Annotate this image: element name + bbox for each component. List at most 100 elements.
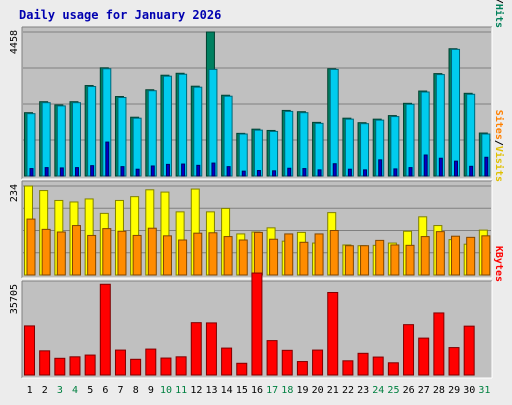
bar-files-day-11 <box>178 73 188 177</box>
bar-kbytes-day-27 <box>418 337 430 376</box>
bar-files-day-14 <box>223 95 233 177</box>
panel-top: 4458 Pages/Files/Hits <box>9 0 505 180</box>
bar-files-day-25 <box>390 116 400 177</box>
x-tick-label-9: 9 <box>148 385 154 396</box>
bar-files-day-21 <box>329 68 339 177</box>
x-tick-label-21: 21 <box>327 385 339 396</box>
bar-pages-day-17 <box>272 170 277 177</box>
bar-pages-day-29 <box>454 160 459 177</box>
x-tick-label-15: 15 <box>236 385 248 396</box>
bar-kbytes-day-17 <box>266 340 278 376</box>
bar-pages-day-25 <box>393 168 398 177</box>
legend-entry: Sites <box>493 110 505 140</box>
bar-sites-day-6 <box>102 228 112 276</box>
bar-pages-day-16 <box>256 170 261 177</box>
chart-title: Daily usage for January 2026 <box>19 8 221 22</box>
bar-kbytes-day-6 <box>99 283 111 376</box>
bar-kbytes-day-8 <box>130 358 142 376</box>
bar-sites-day-30 <box>466 236 476 276</box>
bar-kbytes-day-2 <box>39 350 51 376</box>
x-tick-label-2: 2 <box>42 385 48 396</box>
x-tick-label-31: 31 <box>478 385 490 396</box>
bar-pages-day-28 <box>438 157 443 177</box>
bar-files-day-10 <box>162 75 172 177</box>
bar-pages-day-6 <box>105 141 110 177</box>
x-tick-label-1: 1 <box>27 385 33 396</box>
legend-entry: Visits <box>493 146 505 182</box>
bar-kbytes-day-12 <box>190 322 202 376</box>
bar-kbytes-day-25 <box>387 362 399 376</box>
panel-bot-legend: KBytes <box>493 246 504 282</box>
bar-sites-day-3 <box>56 231 66 276</box>
bar-kbytes-day-30 <box>463 325 475 376</box>
bar-pages-day-18 <box>287 167 292 177</box>
bar-pages-day-8 <box>135 168 140 177</box>
bar-pages-day-23 <box>363 169 368 177</box>
bar-kbytes-day-24 <box>372 356 384 376</box>
bar-pages-day-10 <box>165 163 170 177</box>
bar-pages-day-3 <box>59 167 64 177</box>
bar-kbytes-day-5 <box>84 354 96 376</box>
bar-files-day-15 <box>238 133 248 177</box>
legend-entry: / <box>493 0 504 4</box>
bar-pages-day-30 <box>469 165 474 177</box>
bar-sites-day-10 <box>162 235 172 276</box>
bar-sites-day-5 <box>87 234 97 276</box>
bar-pages-day-15 <box>241 170 246 177</box>
bar-pages-day-21 <box>332 163 337 177</box>
bar-pages-day-9 <box>150 165 155 177</box>
series-kbytes <box>24 272 475 376</box>
bar-kbytes-day-26 <box>403 324 415 376</box>
bar-files-day-13 <box>208 68 218 177</box>
bar-files-day-9 <box>147 90 157 177</box>
bar-kbytes-day-11 <box>175 356 187 376</box>
bar-files-day-22 <box>344 118 354 177</box>
bar-sites-day-2 <box>41 228 51 276</box>
bar-pages-day-1 <box>29 168 34 177</box>
bar-sites-day-27 <box>420 236 430 276</box>
bar-kbytes-day-19 <box>296 361 308 376</box>
bar-kbytes-day-7 <box>114 349 126 376</box>
x-tick-label-12: 12 <box>190 385 202 396</box>
panel-mid-ymax-label: 234 <box>9 184 20 202</box>
bar-sites-day-17 <box>269 238 279 276</box>
bar-pages-day-11 <box>181 163 186 177</box>
bar-files-day-18 <box>284 110 294 177</box>
x-tick-label-16: 16 <box>251 385 263 396</box>
bar-pages-day-2 <box>44 167 49 177</box>
x-tick-label-25: 25 <box>387 385 399 396</box>
bar-sites-day-12 <box>193 232 203 276</box>
bar-pages-day-14 <box>226 166 231 177</box>
bar-sites-day-22 <box>344 245 354 276</box>
legend-entry: KBytes <box>493 246 504 282</box>
bar-sites-day-29 <box>451 235 461 276</box>
bar-sites-day-25 <box>390 244 400 276</box>
bar-files-day-7 <box>117 97 127 177</box>
bar-sites-day-21 <box>329 230 339 276</box>
bar-sites-day-23 <box>360 245 370 276</box>
panel-top-ymax-label: 4458 <box>9 30 20 54</box>
bar-files-day-8 <box>132 117 142 177</box>
panel-bot: 35705 KBytes <box>9 246 504 379</box>
x-tick-label-6: 6 <box>102 385 108 396</box>
bar-files-day-2 <box>41 102 51 177</box>
bar-kbytes-day-21 <box>327 291 339 376</box>
bar-sites-day-24 <box>375 239 385 276</box>
bar-pages-day-26 <box>408 167 413 177</box>
x-tick-label-7: 7 <box>118 385 124 396</box>
bar-pages-day-31 <box>484 156 489 177</box>
x-tick-label-4: 4 <box>72 385 78 396</box>
bar-sites-day-11 <box>178 239 188 276</box>
series-files <box>26 48 491 177</box>
bar-pages-day-19 <box>302 168 307 177</box>
x-tick-label-5: 5 <box>87 385 93 396</box>
x-tick-label-10: 10 <box>160 385 172 396</box>
x-tick-label-24: 24 <box>372 385 384 396</box>
x-tick-label-29: 29 <box>448 385 460 396</box>
bar-sites-day-31 <box>481 235 491 276</box>
bar-files-day-17 <box>269 130 279 177</box>
bar-kbytes-day-20 <box>312 349 324 376</box>
bar-kbytes-day-1 <box>24 325 35 376</box>
